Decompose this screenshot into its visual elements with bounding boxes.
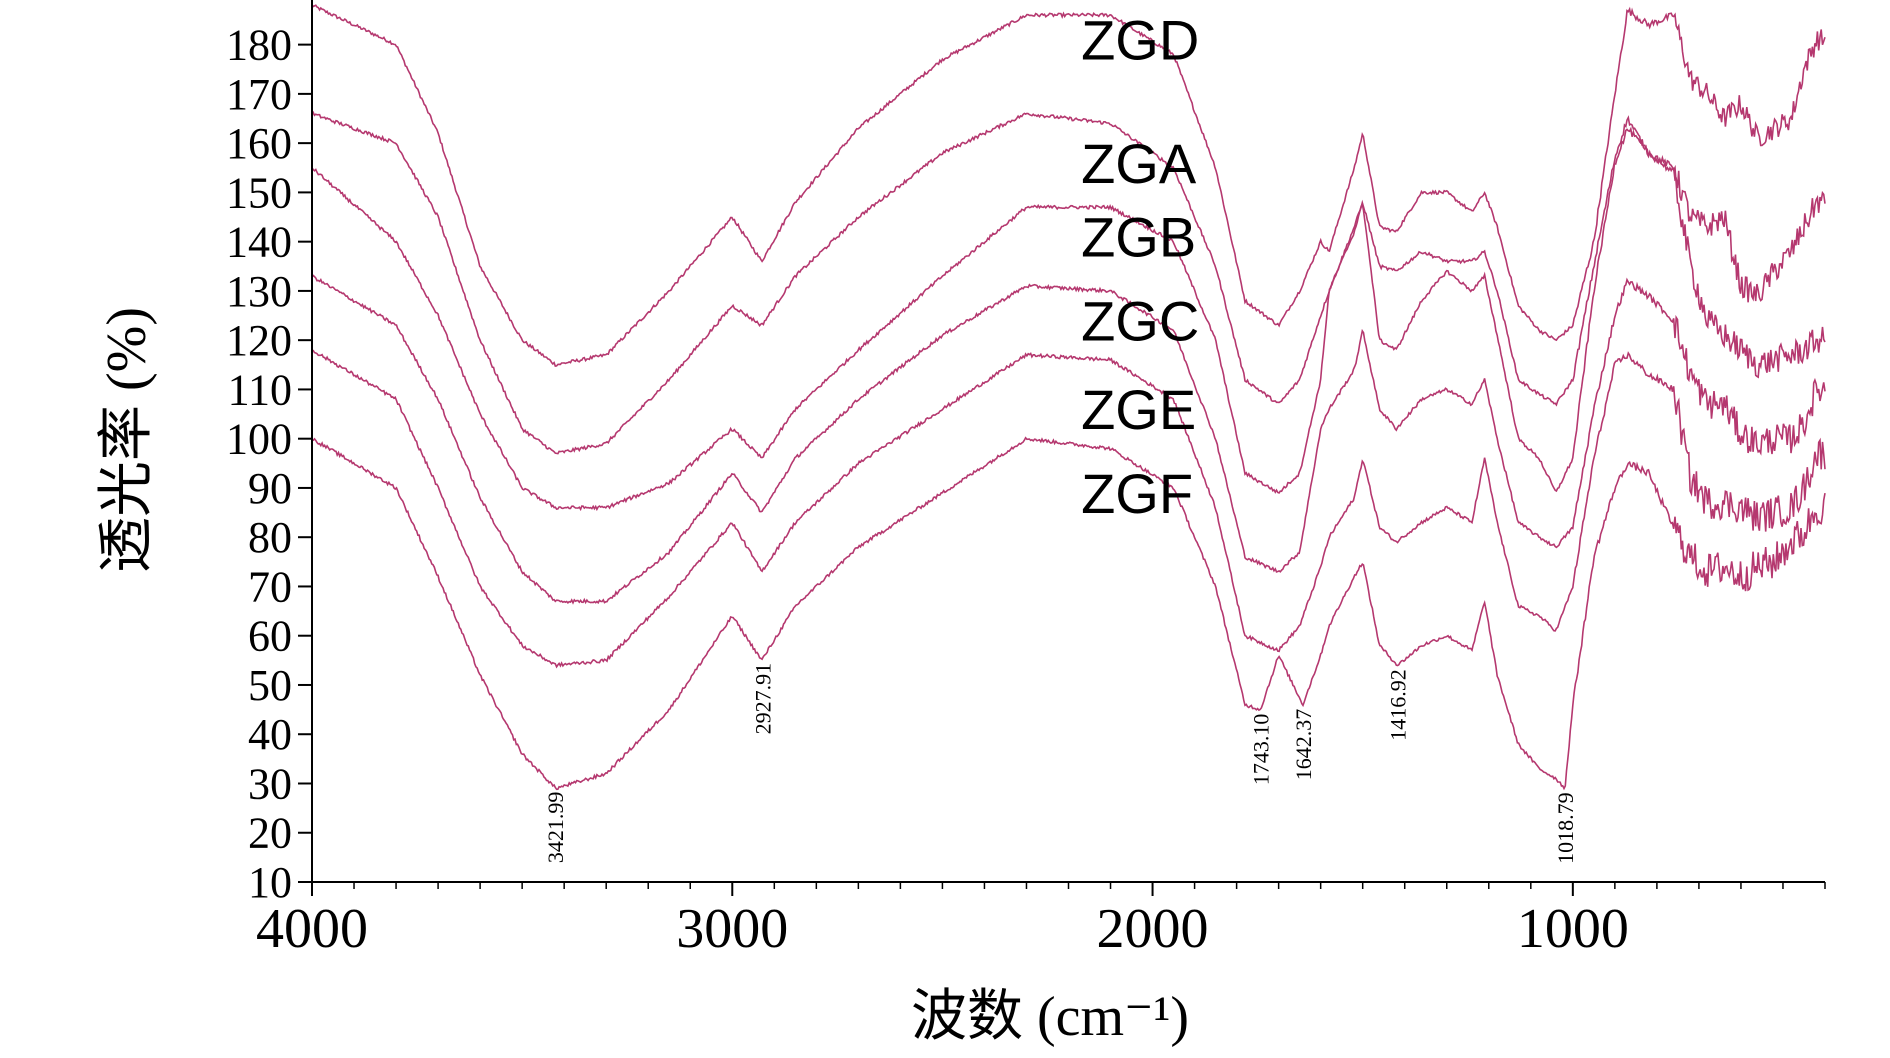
y-tick-label: 20: [248, 809, 292, 858]
peak-label: 2927.91: [751, 663, 776, 735]
series-line-zgb: [311, 126, 1826, 512]
peak-label-text: 1743.10: [1249, 714, 1274, 786]
y-tick-label: 90: [248, 464, 292, 513]
series-labels: ZGD ZGA ZGB ZGC ZGE ZGF: [1081, 9, 1199, 525]
peak-label: 1416.92: [1386, 669, 1411, 741]
peak-label: 1642.37: [1291, 709, 1316, 781]
x-axis-title: 波数 (cm⁻¹): [911, 986, 1189, 1048]
series-line-zgd: [311, 4, 1826, 367]
series-line-zge: [311, 349, 1826, 669]
y-tick-label: 180: [226, 21, 292, 70]
series-label-zgf: ZGF: [1081, 462, 1193, 525]
y-tick-label: 120: [226, 316, 292, 365]
y-tick-label: 10: [248, 858, 292, 907]
x-tick-label: 1000: [1517, 898, 1629, 960]
series-line-zga: [311, 110, 1826, 455]
y-tick-label: 70: [248, 562, 292, 611]
series-line-zgf: [311, 436, 1826, 791]
x-tick-label: 4000: [256, 898, 368, 960]
series-label-zga: ZGA: [1081, 132, 1197, 195]
y-tick-label: 60: [248, 612, 292, 661]
peak-label-text: 1416.92: [1386, 669, 1411, 741]
peak-label: 1018.79: [1553, 792, 1578, 864]
series-label-zgb: ZGB: [1081, 206, 1196, 269]
y-axis-title: 透光率 (%): [96, 307, 158, 573]
y-tick-label: 150: [226, 168, 292, 217]
y-tick-label: 130: [226, 267, 292, 316]
x-tick-label: 3000: [676, 898, 788, 960]
series-label-zgc: ZGC: [1081, 289, 1199, 352]
peak-label-text: 1018.79: [1553, 792, 1578, 864]
y-tick-label: 30: [248, 759, 292, 808]
series-label-zgd: ZGD: [1081, 9, 1199, 72]
peak-label: 1743.10: [1249, 714, 1274, 786]
y-tick-label: 140: [226, 218, 292, 267]
peak-label-text: 3421.99: [543, 792, 568, 864]
y-tick-label: 170: [226, 70, 292, 119]
y-tick-label: 110: [228, 365, 292, 414]
y-tick-label: 40: [248, 710, 292, 759]
axes: 1020304050607080901001101201301401501601…: [226, 0, 1826, 960]
x-tick-label: 2000: [1097, 898, 1209, 960]
peak-label: 3421.99: [543, 792, 568, 864]
y-tick-label: 50: [248, 661, 292, 710]
series-line-zgc: [311, 274, 1826, 605]
y-tick-label: 100: [226, 415, 292, 464]
series-lines: [311, 4, 1826, 791]
peak-label-text: 2927.91: [751, 663, 776, 735]
peak-label-text: 1642.37: [1291, 709, 1316, 781]
peak-labels: 3421.99 2927.91 1743.10 1642.37 1416.92 1018.…: [543, 663, 1578, 864]
series-label-zge: ZGE: [1081, 378, 1196, 441]
y-tick-label: 80: [248, 513, 292, 562]
y-tick-label: 160: [226, 119, 292, 168]
